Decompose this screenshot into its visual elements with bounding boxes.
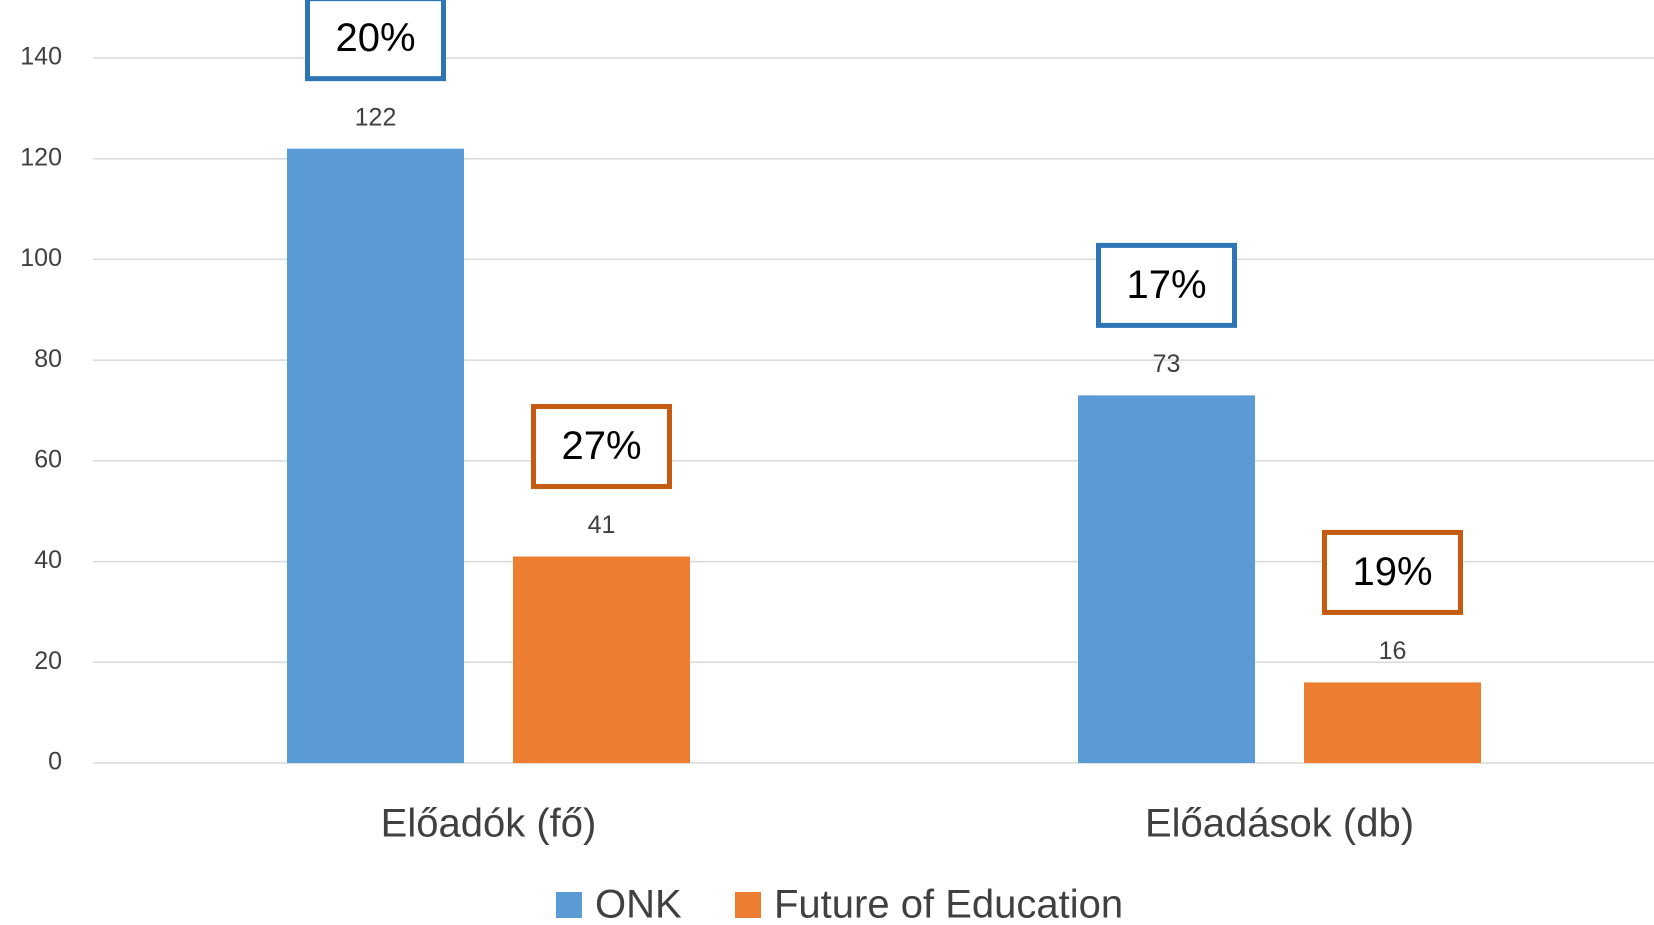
y-tick-label: 20 — [34, 647, 62, 675]
y-tick-label: 0 — [48, 748, 62, 776]
y-tick-label: 40 — [34, 546, 62, 574]
x-tick-label: Előadások (db) — [1145, 802, 1414, 846]
bar — [1304, 682, 1481, 763]
legend-label: ONK — [595, 883, 682, 925]
annotation: 20% — [335, 16, 415, 60]
bar — [287, 148, 464, 764]
annotation-box — [1322, 529, 1463, 615]
annotation: 19% — [1352, 550, 1432, 594]
y-tick-label: 140 — [20, 43, 62, 71]
legend-label: Future of Education — [774, 883, 1123, 925]
annotation-box — [305, 0, 446, 82]
annotation-box — [1096, 242, 1237, 328]
annotation: 27% — [561, 424, 641, 468]
x-tick-label: Előadók (fő) — [381, 802, 597, 846]
bar — [1078, 395, 1255, 763]
value-label: 41 — [588, 511, 616, 539]
value-label: 73 — [1153, 350, 1181, 378]
legend-swatch — [556, 892, 582, 918]
y-tick-label: 80 — [34, 345, 62, 373]
legend-swatch — [735, 892, 761, 918]
value-label: 122 — [355, 103, 397, 131]
y-tick-label: 120 — [20, 143, 62, 171]
bar — [513, 556, 690, 763]
annotation-box — [531, 404, 672, 490]
annotation: 17% — [1126, 263, 1206, 307]
value-label: 16 — [1379, 637, 1407, 665]
y-tick-label: 100 — [20, 244, 62, 272]
y-tick-label: 60 — [34, 445, 62, 473]
